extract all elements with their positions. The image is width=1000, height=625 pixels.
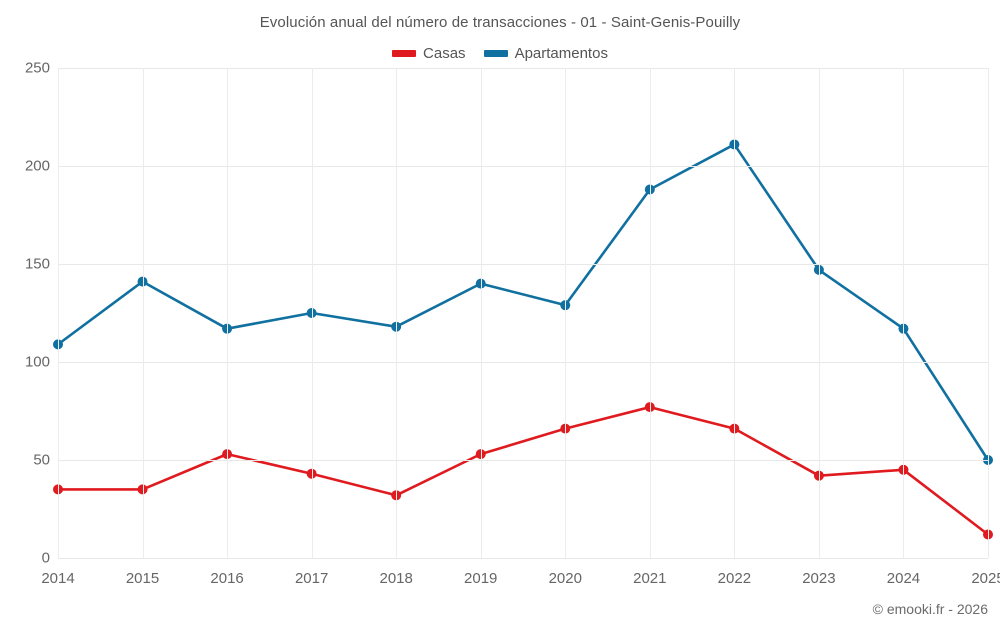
y-tick-label: 200 bbox=[24, 157, 50, 175]
gridline-horizontal bbox=[58, 68, 988, 69]
gridline-vertical bbox=[903, 68, 905, 558]
gridline-horizontal bbox=[58, 460, 988, 461]
x-tick-label: 2022 bbox=[717, 570, 752, 587]
x-tick-label: 2017 bbox=[294, 570, 329, 587]
gridline-vertical bbox=[734, 68, 736, 558]
chart-legend: Casas Apartamentos bbox=[0, 45, 1000, 62]
legend-item-casas[interactable]: Casas bbox=[392, 45, 466, 62]
gridline-vertical bbox=[396, 68, 398, 558]
series-line-apartamentos bbox=[56, 143, 990, 462]
legend-label-casas: Casas bbox=[423, 45, 466, 62]
x-tick-label: 2015 bbox=[125, 570, 160, 587]
series-line-casas bbox=[56, 405, 990, 536]
gridline-vertical bbox=[565, 68, 567, 558]
legend-label-apartamentos: Apartamentos bbox=[514, 45, 608, 62]
y-axis-tick-labels: 0 50 100 150 200 250 bbox=[0, 60, 50, 567]
legend-swatch-casas bbox=[392, 50, 417, 57]
y-tick-label: 50 bbox=[33, 451, 50, 469]
x-tick-label: 2019 bbox=[464, 570, 498, 587]
gridline-vertical bbox=[480, 68, 482, 558]
gridline-horizontal bbox=[58, 362, 988, 363]
x-tick-label: 2021 bbox=[633, 570, 667, 587]
gridline-vertical bbox=[818, 68, 820, 558]
x-tick-label: 2018 bbox=[379, 570, 413, 587]
gridline-horizontal bbox=[58, 264, 988, 265]
y-tick-label: 100 bbox=[24, 353, 50, 371]
gridline-vertical bbox=[311, 68, 313, 558]
y-tick-label: 150 bbox=[24, 255, 50, 273]
x-tick-label: 2014 bbox=[41, 570, 75, 587]
x-tick-label: 2020 bbox=[548, 570, 582, 587]
gridline-vertical bbox=[58, 68, 59, 558]
gridline-vertical bbox=[227, 68, 229, 558]
y-tick-label: 250 bbox=[24, 59, 50, 77]
x-tick-label: 2025 bbox=[971, 570, 1000, 587]
footer-credit: © emooki.fr - 2026 bbox=[872, 601, 988, 617]
legend-item-apartamentos[interactable]: Apartamentos bbox=[483, 45, 608, 62]
x-tick-label: 2016 bbox=[210, 570, 244, 587]
legend-swatch-apartamentos bbox=[483, 50, 508, 57]
gridline-vertical bbox=[649, 68, 651, 558]
x-tick-label: 2023 bbox=[802, 570, 836, 587]
series-lines bbox=[53, 139, 993, 540]
gridline-horizontal bbox=[58, 558, 988, 559]
gridline-horizontal bbox=[58, 166, 988, 167]
y-tick-label: 0 bbox=[41, 549, 50, 567]
gridline-vertical bbox=[988, 68, 989, 558]
chart-title: Evolución anual del número de transaccio… bbox=[259, 14, 741, 31]
plot-area bbox=[53, 68, 993, 559]
gridline-vertical bbox=[142, 68, 144, 558]
x-tick-label: 2024 bbox=[886, 570, 921, 587]
